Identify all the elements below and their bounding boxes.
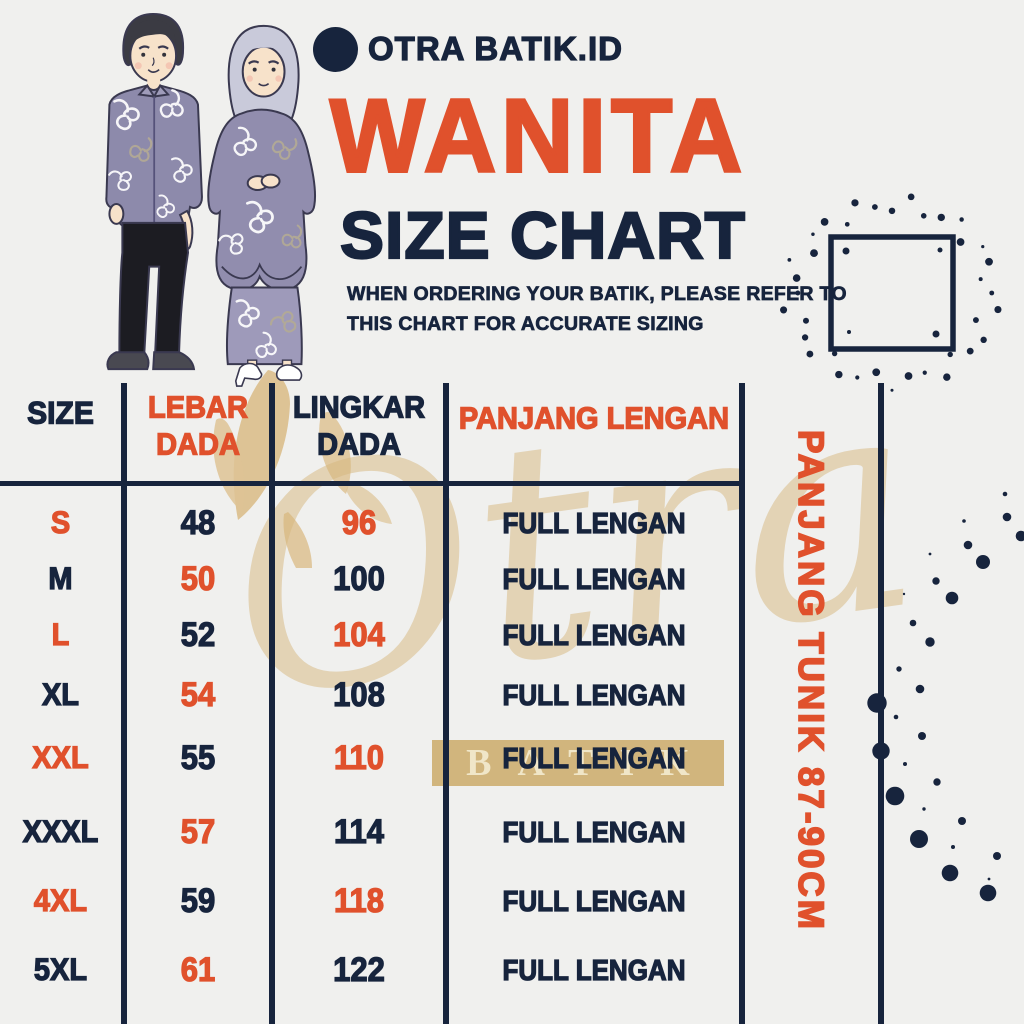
description: WHEN ORDERING YOUR BATIK, PLEASE REFER T… xyxy=(347,279,847,339)
panjang-lengan-value: FULL LENGAN xyxy=(502,678,686,712)
panjang-lengan-value: FULL LENGAN xyxy=(502,506,686,540)
lebar-dada-value: 55 xyxy=(180,738,216,777)
lebar-dada-value: 50 xyxy=(180,559,216,598)
lingkar-dada-value: 104 xyxy=(333,615,386,654)
table-column-divider-2 xyxy=(269,383,275,1024)
brand-name: OTRA BATIK.ID xyxy=(367,29,623,67)
table-column-divider-1 xyxy=(121,383,127,1024)
description-line-2: THIS CHART FOR ACCURATE SIZING xyxy=(347,313,704,336)
size-value: M xyxy=(48,561,73,598)
panjang-lengan-value: FULL LENGAN xyxy=(502,618,686,652)
lebar-dada-value: 54 xyxy=(180,675,216,714)
lingkar-dada-value: 110 xyxy=(333,738,384,777)
panjang-lengan-value: FULL LENGAN xyxy=(502,562,686,596)
lingkar-dada-value: 96 xyxy=(341,503,377,542)
lingkar-dada-value: 114 xyxy=(333,812,384,851)
table-row-l: L 52 104 FULL LENGAN xyxy=(0,615,745,654)
size-value: 5XL xyxy=(33,952,88,989)
size-value: 4XL xyxy=(33,883,88,920)
lebar-dada-value: 59 xyxy=(180,881,216,920)
panjang-lengan-value: FULL LENGAN xyxy=(502,741,686,775)
table-column-divider-5 xyxy=(878,383,884,1024)
page-title: WANITA xyxy=(329,77,747,195)
size-value: L xyxy=(51,617,70,654)
panjang-lengan-value: FULL LENGAN xyxy=(502,815,686,849)
size-value: S xyxy=(50,505,71,542)
size-value: XXL xyxy=(32,740,90,777)
lebar-dada-value: 52 xyxy=(180,615,216,654)
table-header-underline xyxy=(0,481,745,486)
panjang-lengan-value: FULL LENGAN xyxy=(502,884,686,918)
column-header-lingkar-dada: LINGKAR DADA xyxy=(292,390,426,463)
page-subtitle: SIZE CHART xyxy=(339,198,746,272)
table-row-m: M 50 100 FULL LENGAN xyxy=(0,559,745,598)
lebar-dada-value: 57 xyxy=(180,812,216,851)
woman-figure xyxy=(207,24,316,387)
couple-illustration xyxy=(105,12,316,387)
column-header-lebar-dada: LEBAR DADA xyxy=(147,390,248,463)
column-header-size: SIZE xyxy=(27,395,95,431)
watermark-band-text: BATIK xyxy=(466,742,716,784)
watermark-band: BATIK xyxy=(432,740,724,786)
lebar-dada-value: 61 xyxy=(180,950,216,989)
table-row-s: S 48 96 FULL LENGAN xyxy=(0,503,745,542)
table-row-5xl: 5XL 61 122 FULL LENGAN xyxy=(0,950,745,989)
panjang-lengan-value: FULL LENGAN xyxy=(502,953,686,987)
lebar-dada-value: 48 xyxy=(180,503,216,542)
lingkar-dada-value: 118 xyxy=(333,881,384,920)
lingkar-dada-value: 108 xyxy=(333,675,386,714)
table-column-divider-3 xyxy=(443,383,449,1024)
table-row-4xl: 4XL 59 118 FULL LENGAN xyxy=(0,881,745,920)
lingkar-dada-value: 100 xyxy=(333,559,386,598)
size-value: XXXL xyxy=(22,814,99,851)
side-note-vertical: PANJANG TUNIK 87-90CM xyxy=(790,429,831,933)
table-column-divider-4 xyxy=(739,383,745,1024)
man-figure xyxy=(105,12,203,371)
table-row-xxl: XXL 55 110 FULL LENGAN xyxy=(0,738,745,777)
table-row-xl: XL 54 108 FULL LENGAN xyxy=(0,675,745,714)
column-header-panjang-lengan: PANJANG LENGAN xyxy=(458,401,730,436)
table-row-xxxl: XXXL 57 114 FULL LENGAN xyxy=(0,812,745,851)
brand-logo-dot xyxy=(313,27,358,72)
lingkar-dada-value: 122 xyxy=(333,950,386,989)
description-line-1: WHEN ORDERING YOUR BATIK, PLEASE REFER T… xyxy=(347,283,847,306)
size-value: XL xyxy=(41,677,80,714)
